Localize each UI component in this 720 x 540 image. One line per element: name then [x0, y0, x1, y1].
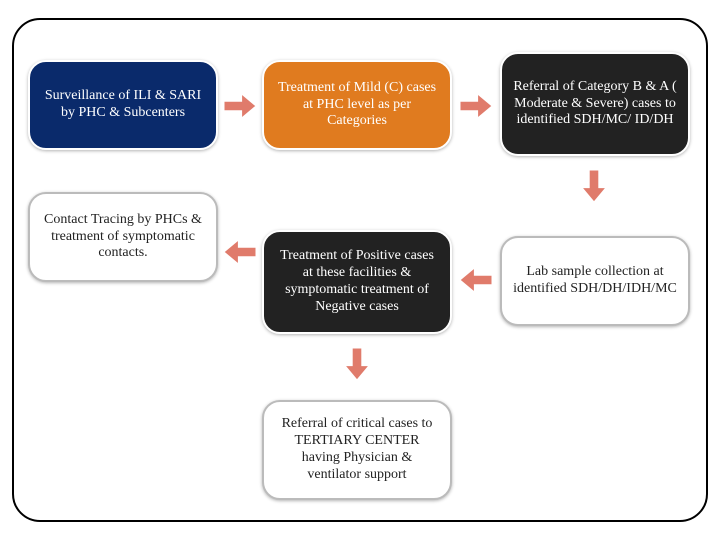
box-treatment-mild: Treatment of Mild (C) cases at PHC level…: [262, 60, 452, 150]
arrow-5-icon: [224, 240, 256, 264]
box-referral-tertiary: Referral of critical cases to TERTIARY C…: [262, 400, 452, 500]
arrow-3-icon: [582, 170, 606, 202]
box-referral-ba-text: Referral of Category B & A ( Moderate & …: [512, 79, 678, 129]
box-referral-ba: Referral of Category B & A ( Moderate & …: [500, 52, 690, 156]
box-treatment-positive-text: Treatment of Positive cases at these fac…: [274, 248, 440, 315]
box-treatment-mild-text: Treatment of Mild (C) cases at PHC level…: [274, 80, 440, 130]
box-lab-sample: Lab sample collection at identified SDH/…: [500, 236, 690, 326]
box-treatment-positive: Treatment of Positive cases at these fac…: [262, 230, 452, 334]
box-surveillance: Surveillance of ILI & SARI by PHC & Subc…: [28, 60, 218, 150]
box-contact-tracing: Contact Tracing by PHCs & treatment of s…: [28, 192, 218, 282]
arrow-4-icon: [460, 268, 492, 292]
box-referral-tertiary-text: Referral of critical cases to TERTIARY C…: [274, 416, 440, 483]
box-lab-sample-text: Lab sample collection at identified SDH/…: [512, 264, 678, 298]
arrow-1-icon: [224, 94, 256, 118]
arrow-6-icon: [345, 348, 369, 380]
box-surveillance-text: Surveillance of ILI & SARI by PHC & Subc…: [40, 88, 206, 122]
arrow-2-icon: [460, 94, 492, 118]
box-contact-tracing-text: Contact Tracing by PHCs & treatment of s…: [40, 212, 206, 262]
